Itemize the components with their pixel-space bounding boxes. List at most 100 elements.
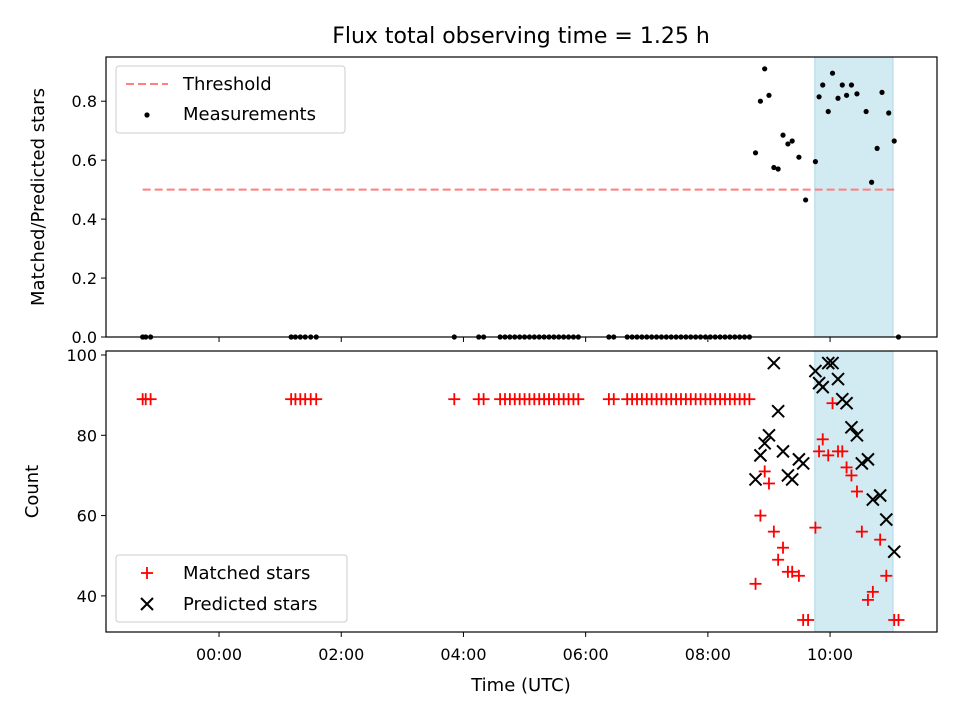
bottom-xtick-label: 06:00 (563, 645, 609, 664)
measurement-point (752, 150, 759, 156)
predicted-star-point (873, 488, 887, 503)
matched-star-point (845, 469, 858, 482)
measurement-point (762, 66, 768, 72)
predicted-star-point (866, 492, 880, 507)
matched-star-point (477, 393, 490, 406)
top-ytick-label: 0.8 (72, 92, 97, 111)
predicted-star-point (839, 396, 854, 410)
measurement-point (843, 92, 850, 98)
bottom-xtick-label: 10:00 (807, 645, 853, 664)
measurement-point (854, 91, 860, 97)
predicted-star-point (785, 472, 799, 487)
legend-measurement-swatch (144, 112, 150, 118)
matched-star-point (607, 393, 620, 406)
bottom-ytick-label: 60 (77, 507, 97, 526)
measurement-point (796, 154, 802, 160)
bottom-x-axis-ticks: 00:00 02:00 04:00 06:00 08:00 10:00 (196, 632, 853, 664)
bottom-plot-frame (105, 350, 938, 633)
matched-star-point (749, 577, 762, 590)
measurement-point (835, 95, 841, 101)
legend-predicted-label: Predicted stars (183, 594, 317, 615)
top-x-axis-ticks (218, 337, 831, 342)
matched-star-point (822, 449, 835, 462)
measurement-point (812, 159, 819, 165)
matched-star-point (874, 533, 887, 546)
predicted-star-point (825, 356, 840, 370)
predicted-star-point (821, 356, 835, 370)
matched-star-point (809, 521, 822, 534)
predicted-star-point (816, 380, 830, 394)
measurement-point (869, 179, 875, 185)
measurement-point (816, 94, 822, 100)
matched-star-point (892, 613, 905, 626)
predicted-star-point (861, 452, 875, 467)
legend-x-mark (140, 597, 154, 611)
matched-star-point (786, 565, 799, 578)
top-legend-box (115, 65, 346, 134)
matched-star-point (758, 465, 771, 478)
matched-star-point (792, 569, 805, 582)
measurement-point (789, 138, 795, 144)
measurement-point (820, 82, 826, 88)
predicted-star-point (771, 404, 785, 418)
matched-star-point (866, 585, 879, 598)
measurement-point (771, 164, 777, 171)
measurement-point (766, 92, 772, 98)
matched-star-point (448, 393, 461, 406)
matched-star-point (777, 541, 790, 554)
bottom-y-axis-ticks: 40 60 80 100 (66, 346, 106, 606)
bottom-ytick-label: 40 (77, 587, 97, 606)
bottom-xtick-label: 08:00 (685, 645, 731, 664)
measurement-point (803, 197, 809, 203)
predicted-star-point (831, 372, 845, 386)
predicted-star-point (762, 428, 776, 443)
bottom-ytick-label: 80 (77, 426, 97, 445)
matched-star-point (861, 593, 874, 606)
measurement-point (874, 145, 880, 151)
measurement-point (829, 70, 836, 76)
matched-star-point (772, 553, 785, 566)
predicted-star-point (844, 420, 859, 434)
predicted-star-point (850, 428, 864, 443)
legend-matched-swatch (141, 567, 153, 579)
bottom-legend: Matched stars Predicted stars (115, 554, 348, 623)
matched-star-point (754, 509, 767, 522)
ratio-panel: 0.00.20.40.60.8 Matched/Predicted stars … (28, 56, 938, 347)
predicted-star-point (855, 456, 869, 471)
top-shaded-region (814, 56, 894, 338)
top-plot-frame (105, 56, 938, 338)
bottom-xtick-label: 00:00 (196, 645, 242, 664)
legend-measurement-label: Measurements (183, 104, 316, 125)
top-legend: Threshold Measurements (115, 65, 346, 134)
measurement-point (863, 108, 869, 115)
measurement-point (757, 98, 764, 104)
measurement-point (886, 110, 892, 116)
measurement-point (775, 166, 781, 172)
top-y-axis-ticks: 0.0 0.2 0.4 0.6 0.8 (72, 92, 106, 347)
matched-star-point (855, 525, 868, 538)
legend-plus-mark (141, 567, 153, 579)
bottom-legend-box (115, 554, 348, 623)
matched-star-point (743, 393, 756, 406)
bottom-ytick-label: 100 (66, 346, 97, 365)
count-points (136, 356, 905, 626)
predicted-star-point (887, 545, 901, 559)
matched-star-point (836, 445, 849, 458)
matched-star-point (762, 477, 775, 490)
measurement-point (848, 82, 855, 88)
matched-star-point (880, 569, 893, 582)
chart-title: Flux total observing time = 1.25 h (332, 24, 710, 49)
legend-matched-label: Matched stars (183, 563, 310, 584)
measurement-point (780, 132, 786, 138)
measurement-point (879, 89, 885, 95)
predicted-star-point (776, 444, 790, 459)
predicted-star-point (757, 436, 772, 451)
count-panel: 40 60 80 100 00:00 02:00 04:00 06:00 08:00 10:00… (22, 346, 938, 696)
bottom-y-axis-label: Count (22, 465, 43, 518)
matched-star-point (310, 393, 323, 406)
bottom-xtick-label: 04:00 (440, 645, 486, 664)
legend-predicted-swatch (140, 597, 154, 611)
top-ytick-label: 0.2 (72, 269, 97, 288)
matched-star-point (144, 393, 157, 406)
